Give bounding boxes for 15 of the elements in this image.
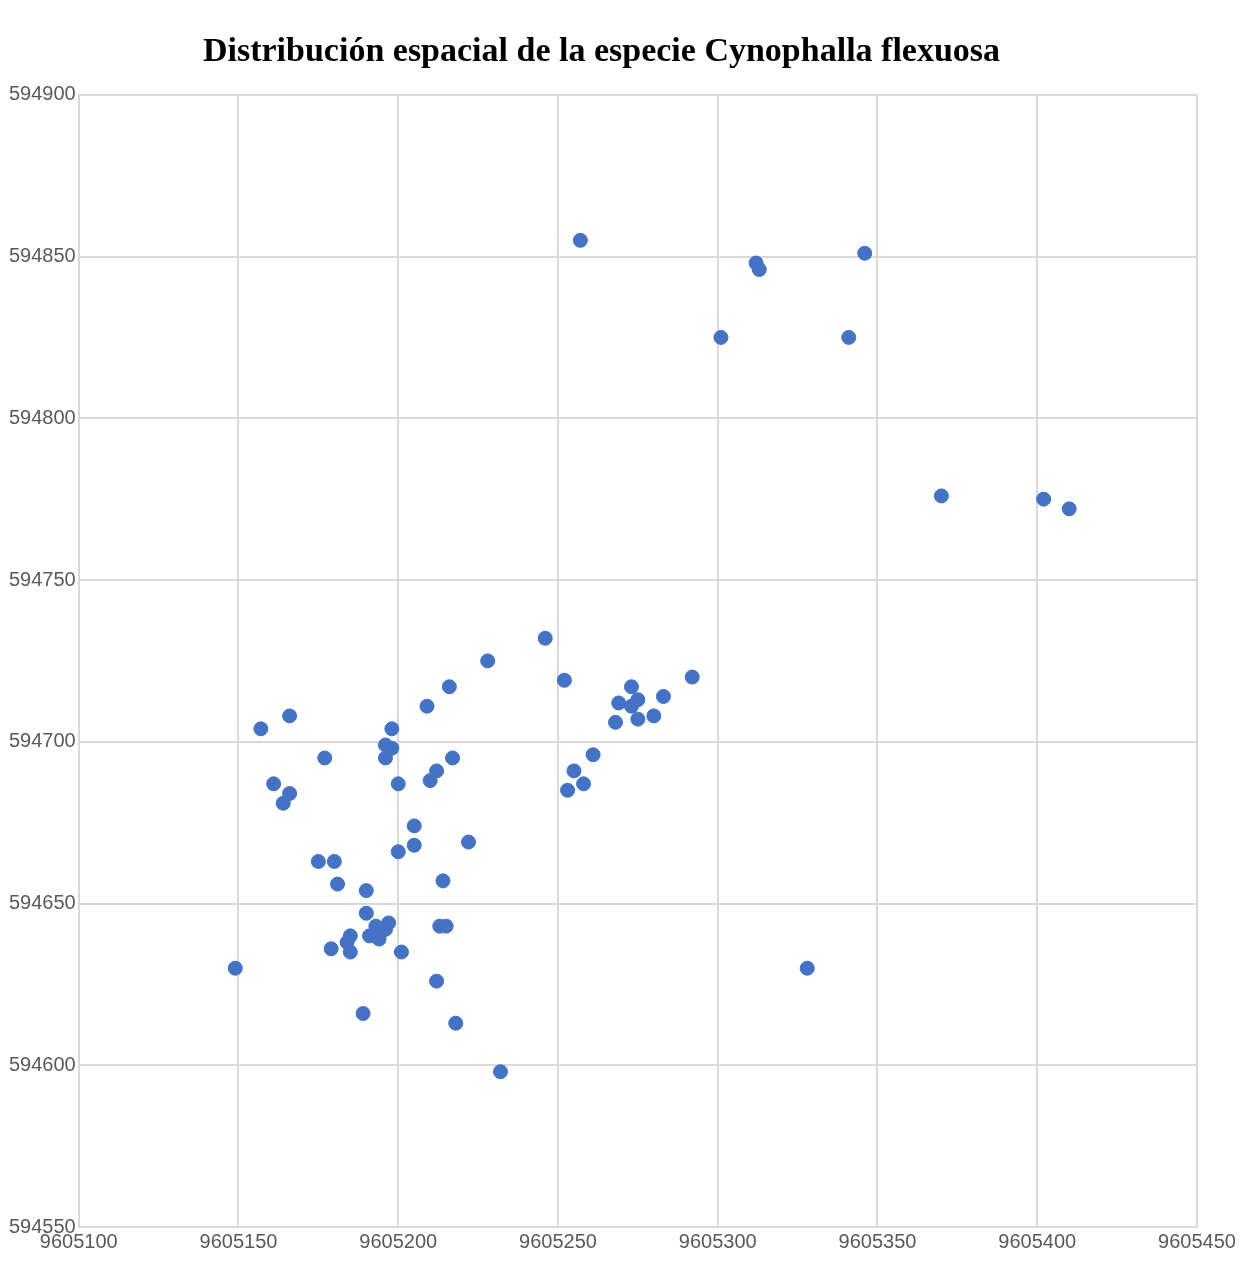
x-tick-label: 9605400	[998, 1229, 1077, 1252]
y-tick-label: 594900	[8, 82, 76, 105]
x-tick-label: 9605150	[199, 1229, 278, 1252]
y-tick-label: 594650	[8, 891, 76, 914]
y-tick-label: 594600	[8, 1052, 76, 1075]
x-tick-label: 9605350	[838, 1229, 917, 1252]
y-tick-label: 594750	[8, 567, 76, 590]
y-tick-label: 594800	[8, 405, 76, 428]
x-tick-label: 9605250	[519, 1229, 597, 1252]
chart-title: Distribución espacial de la especie Cynophalla flexuosa	[202, 31, 1001, 69]
y-tick-label: 594850	[8, 244, 76, 267]
x-tick-label: 9605300	[678, 1229, 757, 1252]
x-tick-label: 9605450	[1158, 1229, 1236, 1252]
x-tick-label: 9605200	[359, 1229, 438, 1252]
y-tick-label: 594700	[8, 729, 76, 752]
